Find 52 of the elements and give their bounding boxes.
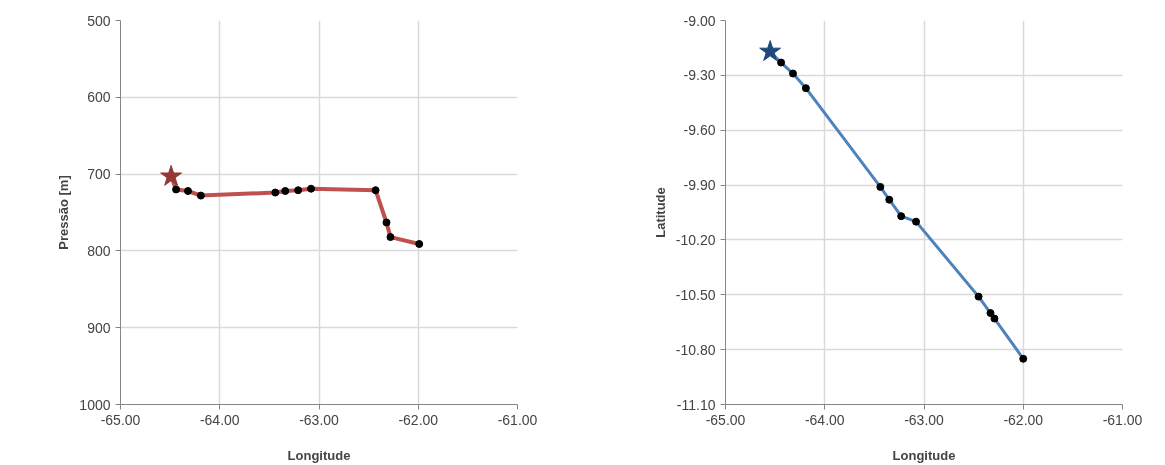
y-tick-label: -10.20 xyxy=(675,231,716,248)
point xyxy=(912,217,921,226)
point xyxy=(876,182,885,191)
point xyxy=(196,191,205,200)
point xyxy=(382,218,391,227)
point xyxy=(307,184,316,193)
point xyxy=(183,187,192,195)
point xyxy=(386,233,395,242)
y-tick-label: 900 xyxy=(87,319,111,336)
x-tick-label: -63.00 xyxy=(299,411,340,428)
x-tick-label: -64.00 xyxy=(804,411,845,428)
y-tick-label: -9.30 xyxy=(683,67,716,84)
x-tick-label: -65.00 xyxy=(100,411,141,428)
y-tick-label: -9.60 xyxy=(683,122,716,139)
y-axis-title: Pressão [m] xyxy=(56,175,72,250)
point xyxy=(415,239,424,248)
point xyxy=(801,84,810,93)
point xyxy=(777,58,786,67)
y-tick-label: -9.90 xyxy=(683,177,716,194)
x-tick-label: -63.00 xyxy=(904,411,945,428)
y-tick-label: -10.80 xyxy=(675,341,716,358)
point xyxy=(294,186,303,195)
x-tick-label: -61.00 xyxy=(1102,411,1143,428)
point xyxy=(986,309,995,318)
y-axis-title: Latitude xyxy=(652,187,668,238)
y-tick-label: -11.10 xyxy=(676,396,716,413)
x-tick-label: -61.00 xyxy=(497,411,538,428)
x-tick-label: -62.00 xyxy=(1003,411,1044,428)
x-tick-label: -65.00 xyxy=(705,411,746,428)
x-tick-label: -64.00 xyxy=(199,411,240,428)
point xyxy=(885,195,894,204)
x-axis-title: Longitude xyxy=(287,447,351,463)
point xyxy=(1019,354,1028,363)
point xyxy=(371,186,380,195)
point xyxy=(172,185,181,194)
point xyxy=(990,314,999,323)
point xyxy=(160,164,183,186)
y-tick-label: 700 xyxy=(87,166,111,183)
point xyxy=(897,212,906,221)
point xyxy=(281,187,290,195)
point xyxy=(759,40,782,61)
y-tick-label: 500 xyxy=(87,12,111,29)
x-tick-label: -62.00 xyxy=(398,411,439,428)
y-tick-label: 800 xyxy=(87,242,111,259)
y-tick-label: -9.00 xyxy=(683,12,716,29)
x-axis-title: Longitude xyxy=(892,447,956,463)
y-tick-label: 1000 xyxy=(79,396,111,413)
point xyxy=(271,188,280,197)
point xyxy=(788,69,797,78)
y-tick-label: 600 xyxy=(87,89,111,106)
point xyxy=(974,292,983,301)
y-tick-label: -10.50 xyxy=(675,286,716,303)
